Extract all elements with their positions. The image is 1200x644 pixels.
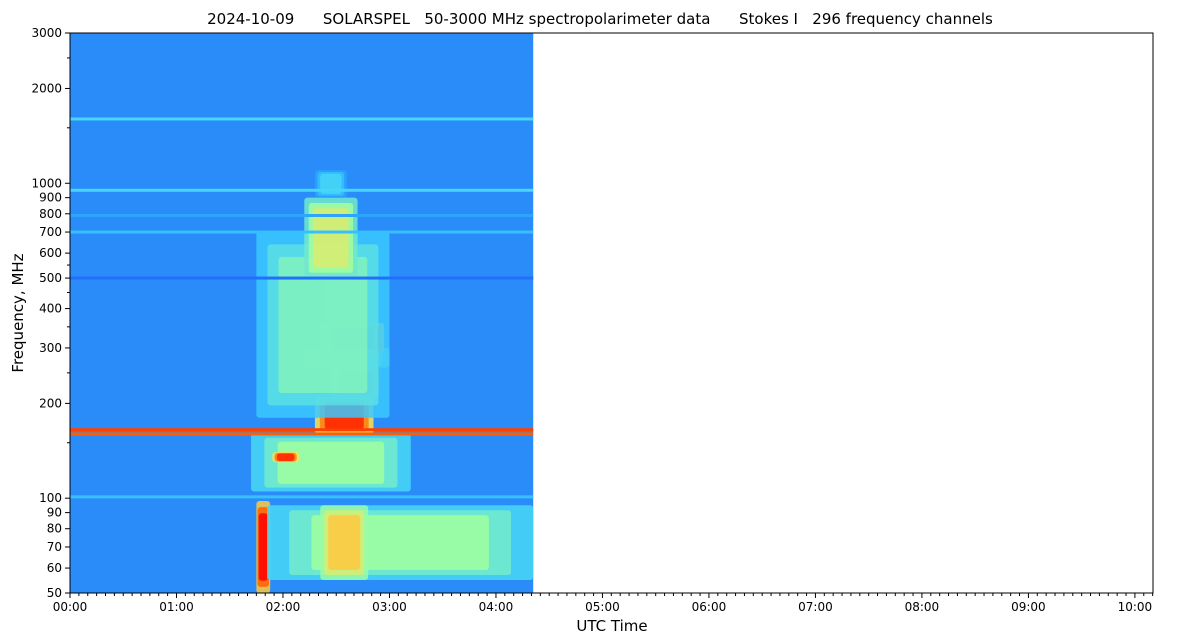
burst-region <box>313 208 349 268</box>
y-tick-label: 500 <box>39 271 62 285</box>
y-tick-label: 1000 <box>31 176 62 190</box>
y-tick-label: 2000 <box>31 81 62 95</box>
y-tick-label: 400 <box>39 302 62 316</box>
y-tick-label: 600 <box>39 246 62 260</box>
channel-line <box>70 214 534 218</box>
y-tick-label: 50 <box>47 586 62 600</box>
x-tick-label: 00:00 <box>53 600 88 614</box>
x-tick-label: 08:00 <box>905 600 940 614</box>
x-tick-label: 04:00 <box>479 600 514 614</box>
burst-region <box>328 515 361 570</box>
x-tick-label: 06:00 <box>692 600 727 614</box>
burst-region <box>276 453 295 461</box>
y-tick-label: 70 <box>47 540 62 554</box>
x-tick-label: 07:00 <box>798 600 833 614</box>
y-tick-label: 900 <box>39 191 62 205</box>
plot-area <box>69 32 1154 594</box>
chart-title: 2024-10-09 SOLARSPEL 50-3000 MHz spectro… <box>207 10 993 28</box>
x-tick-label: 02:00 <box>266 600 301 614</box>
x-tick-label: 01:00 <box>159 600 194 614</box>
y-tick-label: 300 <box>39 341 62 355</box>
channel-line <box>70 428 534 432</box>
burst-region <box>277 441 385 484</box>
y-axis-label: Frequency, MHz <box>9 253 27 372</box>
heatmap-layer <box>70 33 534 593</box>
channel-line <box>70 230 534 234</box>
x-tick-label: 03:00 <box>372 600 407 614</box>
x-tick-label: 09:00 <box>1011 600 1046 614</box>
y-tick-label: 800 <box>39 207 62 221</box>
y-tick-label: 90 <box>47 506 62 520</box>
x-axis-label: UTC Time <box>576 617 647 635</box>
y-tick-label: 3000 <box>31 26 62 40</box>
y-tick-label: 80 <box>47 522 62 536</box>
x-tick-label: 10:00 <box>1118 600 1153 614</box>
x-axis: 00:00 01:00 02:00 03:00 04:00 05:00 06:00 07:00… <box>53 593 1154 614</box>
y-tick-label: 60 <box>47 561 62 575</box>
channel-line <box>70 495 534 499</box>
y-tick-label: 200 <box>39 396 62 410</box>
channel-line <box>70 432 534 436</box>
burst-region <box>278 256 368 394</box>
y-tick-label: 100 <box>39 491 62 505</box>
y-tick-label: 700 <box>39 225 62 239</box>
x-tick-label: 05:00 <box>585 600 620 614</box>
channel-line <box>70 276 534 280</box>
channel-line <box>70 117 534 121</box>
burst-region <box>258 513 268 581</box>
channel-line <box>70 188 534 192</box>
